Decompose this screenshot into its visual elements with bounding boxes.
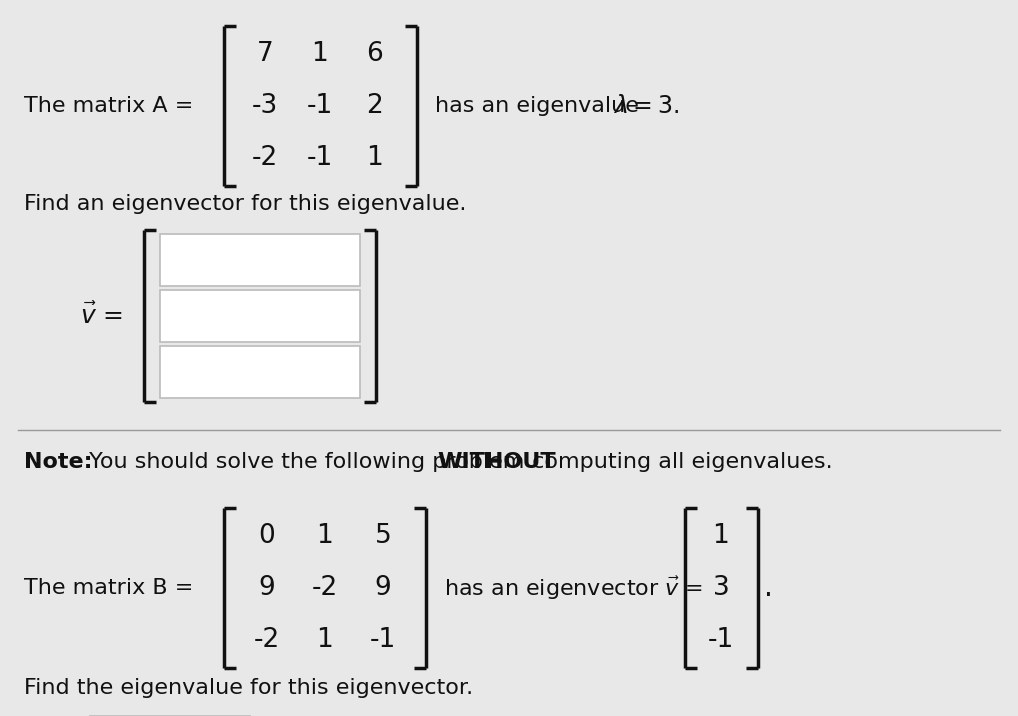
Text: Find the eigenvalue for this eigenvector.: Find the eigenvalue for this eigenvector… (24, 678, 473, 698)
Bar (160, 290, 360, 342)
Text: 1: 1 (366, 145, 384, 171)
Text: -2: -2 (312, 575, 338, 601)
Text: 0: 0 (259, 523, 276, 549)
Text: -1: -1 (306, 145, 333, 171)
Text: 1: 1 (713, 523, 729, 549)
Text: -2: -2 (253, 627, 280, 653)
Text: has an eigenvalue: has an eigenvalue (435, 96, 646, 116)
Text: -1: -1 (306, 93, 333, 119)
Text: $\vec{v}$ =: $\vec{v}$ = (80, 303, 123, 329)
Text: -1: -1 (708, 627, 734, 653)
Text: You should solve the following problem: You should solve the following problem (82, 452, 531, 472)
Text: 1: 1 (317, 627, 333, 653)
Text: -2: -2 (251, 145, 278, 171)
Text: Note:: Note: (24, 452, 93, 472)
Text: Find an eigenvector for this eigenvalue.: Find an eigenvector for this eigenvalue. (24, 194, 466, 214)
Text: $\lambda = 3$.: $\lambda = 3$. (613, 94, 679, 118)
Text: 3: 3 (713, 575, 729, 601)
Text: WITHOUT: WITHOUT (437, 452, 556, 472)
Text: -3: -3 (251, 93, 278, 119)
Bar (160, 346, 360, 398)
Text: 5: 5 (375, 523, 391, 549)
Text: computing all eigenvalues.: computing all eigenvalues. (525, 452, 833, 472)
Text: 9: 9 (259, 575, 276, 601)
Text: .: . (764, 574, 773, 602)
Text: 1: 1 (317, 523, 333, 549)
Text: -1: -1 (370, 627, 396, 653)
Text: has an eigenvector $\vec{v}$ =: has an eigenvector $\vec{v}$ = (444, 574, 705, 601)
Text: The matrix B =: The matrix B = (24, 578, 201, 598)
Bar (160, 234, 360, 286)
Text: 9: 9 (375, 575, 391, 601)
Text: 7: 7 (257, 41, 274, 67)
Text: 6: 6 (366, 41, 384, 67)
Text: The matrix A =: The matrix A = (24, 96, 201, 116)
Text: 2: 2 (366, 93, 384, 119)
Text: 1: 1 (312, 41, 329, 67)
